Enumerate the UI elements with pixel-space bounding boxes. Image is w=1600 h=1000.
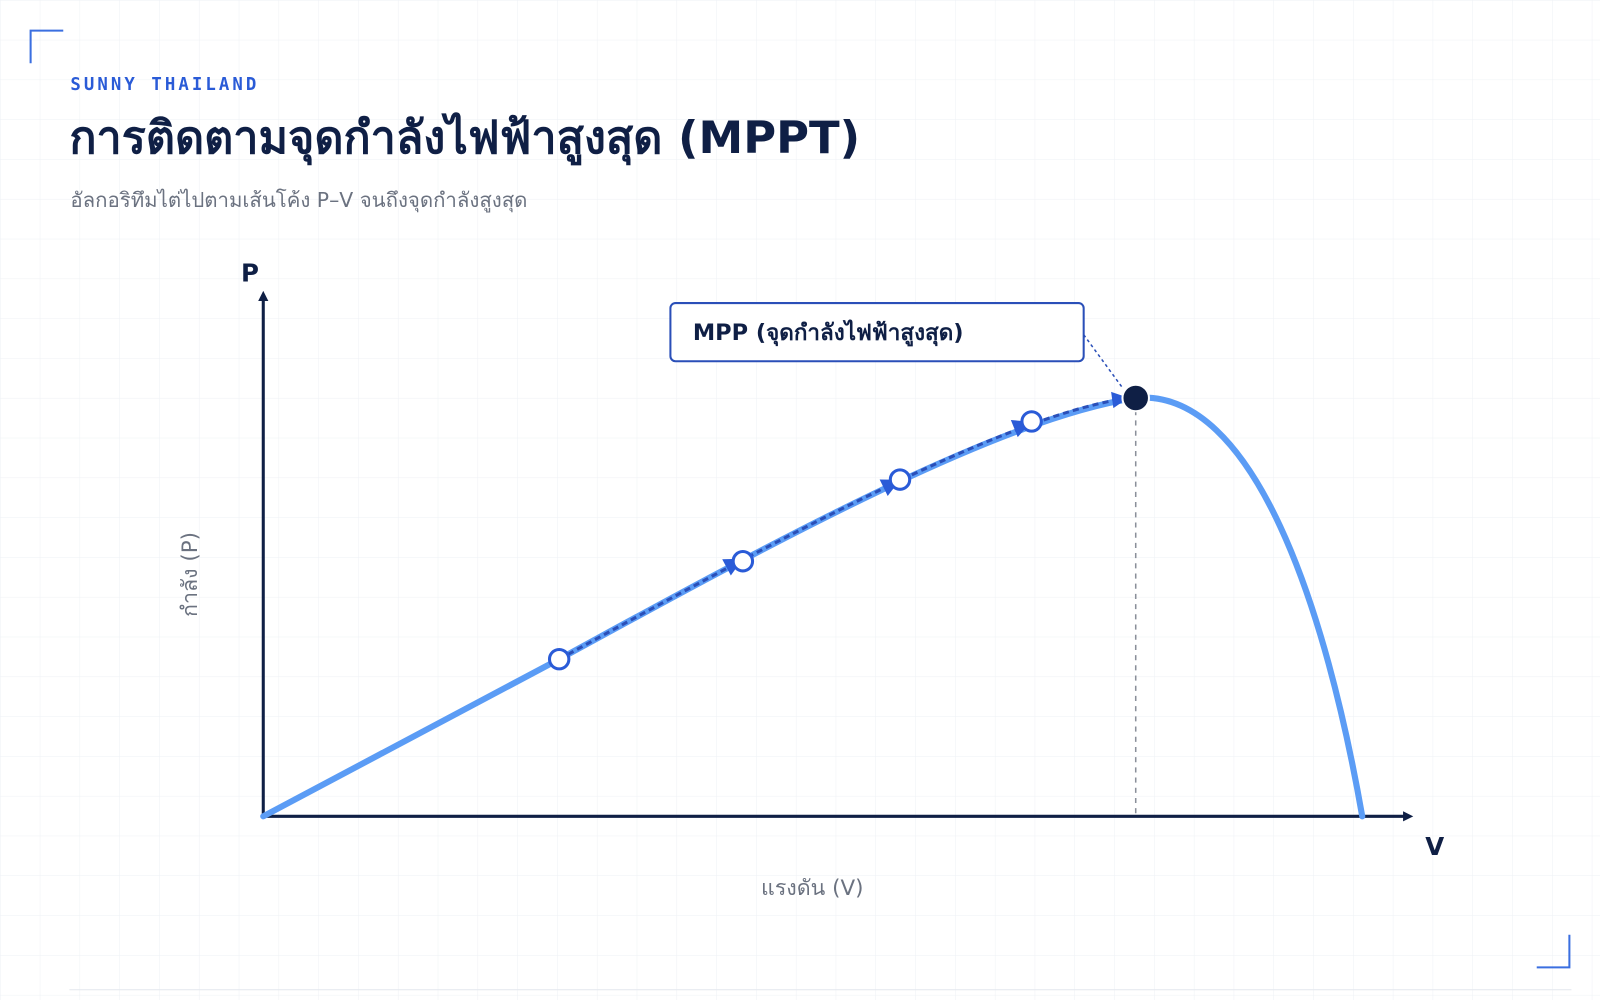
point [547,647,571,671]
subtitle: อัลกอริทึมไต่ไปตามเส้นโค้ง P–V จนถึงจุดก… [70,188,527,213]
point [731,550,755,573]
x-axis-letter: V [1425,832,1444,861]
callout-label: MPP (จุดกำลังไฟฟ้าสูงสุด) [693,319,964,347]
callout-leader [1083,334,1124,389]
corner-bracket [1536,934,1571,969]
point [1020,410,1043,433]
brand: SUNNY THAILAND [70,75,259,95]
arrow [1111,391,1129,409]
tracking-points [547,410,1043,671]
mpp-point [1121,383,1150,413]
title: การติดตามจุดกำลังไฟฟ้าสูงสุด (MPPT) [69,111,860,166]
tracking-path [558,397,1123,661]
corner-bracket [29,29,64,64]
y-axis-label: กำลัง (P) [178,532,203,617]
callout-box [669,302,1085,363]
point [888,468,912,491]
x-axis-label: แรงดัน (V) [761,876,863,901]
y-axis-letter: P [241,259,259,288]
